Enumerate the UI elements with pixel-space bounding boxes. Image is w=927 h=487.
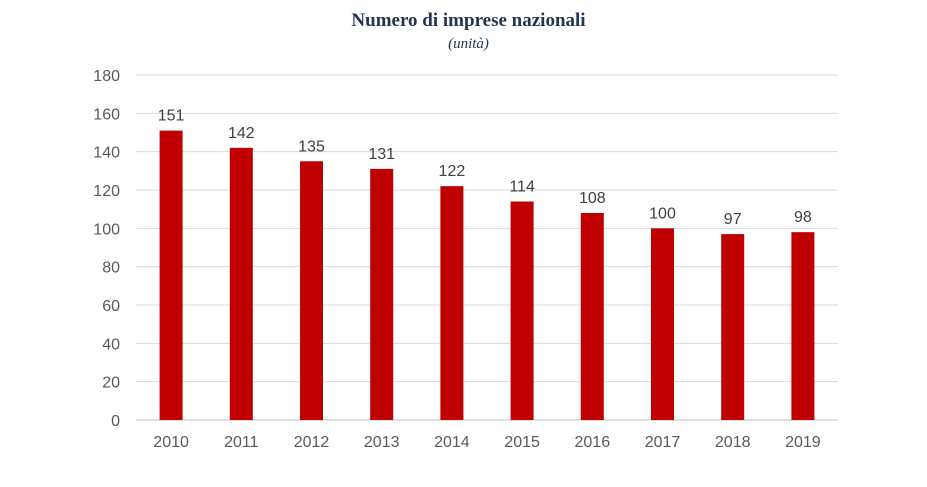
x-tick-label-2011: 2011 bbox=[224, 434, 259, 451]
x-tick-label-2019: 2019 bbox=[785, 434, 821, 451]
y-tick-label: 0 bbox=[111, 413, 120, 430]
y-tick-label: 140 bbox=[93, 145, 120, 162]
bar-2011 bbox=[229, 147, 253, 421]
bars bbox=[159, 130, 815, 421]
x-tick-label-2016: 2016 bbox=[575, 434, 611, 451]
bar-2017 bbox=[651, 228, 674, 420]
data-label-2012: 135 bbox=[298, 138, 325, 155]
x-tick-label-2017: 2017 bbox=[645, 434, 681, 451]
x-tick-label-2013: 2013 bbox=[364, 434, 400, 451]
data-label-2010: 151 bbox=[158, 108, 185, 125]
data-label-2015: 114 bbox=[509, 179, 535, 196]
y-tick-label: 100 bbox=[93, 221, 120, 238]
bar-2015 bbox=[510, 201, 534, 420]
y-axis: 0 20 40 60 80 100 120 140 160 180 bbox=[93, 68, 120, 430]
data-label-2016: 108 bbox=[579, 190, 606, 207]
bar-2014 bbox=[440, 186, 464, 420]
y-tick-label: 40 bbox=[102, 336, 120, 353]
bar-2013 bbox=[370, 168, 394, 420]
y-tick-label: 120 bbox=[93, 183, 120, 200]
x-axis: 2010 2011 2012 2013 2014 2015 2016 2017 2018 2019 bbox=[153, 434, 820, 451]
y-tick-label: 180 bbox=[93, 68, 120, 85]
chart-title: Numero di imprese nazionali bbox=[351, 10, 586, 31]
data-label-2013: 131 bbox=[368, 146, 395, 163]
bar-2019 bbox=[791, 232, 815, 420]
x-tick-label-2010: 2010 bbox=[153, 434, 189, 451]
x-tick-label-2018: 2018 bbox=[715, 434, 751, 451]
y-tick-label: 160 bbox=[93, 106, 120, 123]
y-tick-label: 20 bbox=[102, 375, 120, 392]
chart-subtitle: (unità) bbox=[448, 36, 489, 52]
bar-2016 bbox=[580, 213, 604, 420]
data-label-2017: 100 bbox=[649, 205, 676, 222]
x-tick-label-2014: 2014 bbox=[434, 434, 470, 451]
x-tick-label-2012: 2012 bbox=[294, 434, 330, 451]
data-label-2011: 142 bbox=[228, 125, 255, 142]
data-label-2019: 98 bbox=[794, 209, 812, 226]
data-label-2018: 97 bbox=[724, 211, 742, 228]
data-label-2014: 122 bbox=[439, 163, 466, 180]
y-tick-label: 60 bbox=[102, 298, 120, 315]
bar-2018 bbox=[721, 234, 745, 420]
y-tick-label: 80 bbox=[102, 260, 120, 277]
x-tick-label-2015: 2015 bbox=[504, 434, 540, 451]
bar-2012 bbox=[300, 161, 323, 420]
bar-2010 bbox=[159, 130, 183, 421]
data-labels: 151 142 135 131 122 114 108 100 97 98 bbox=[158, 108, 812, 228]
gridlines bbox=[136, 74, 838, 421]
